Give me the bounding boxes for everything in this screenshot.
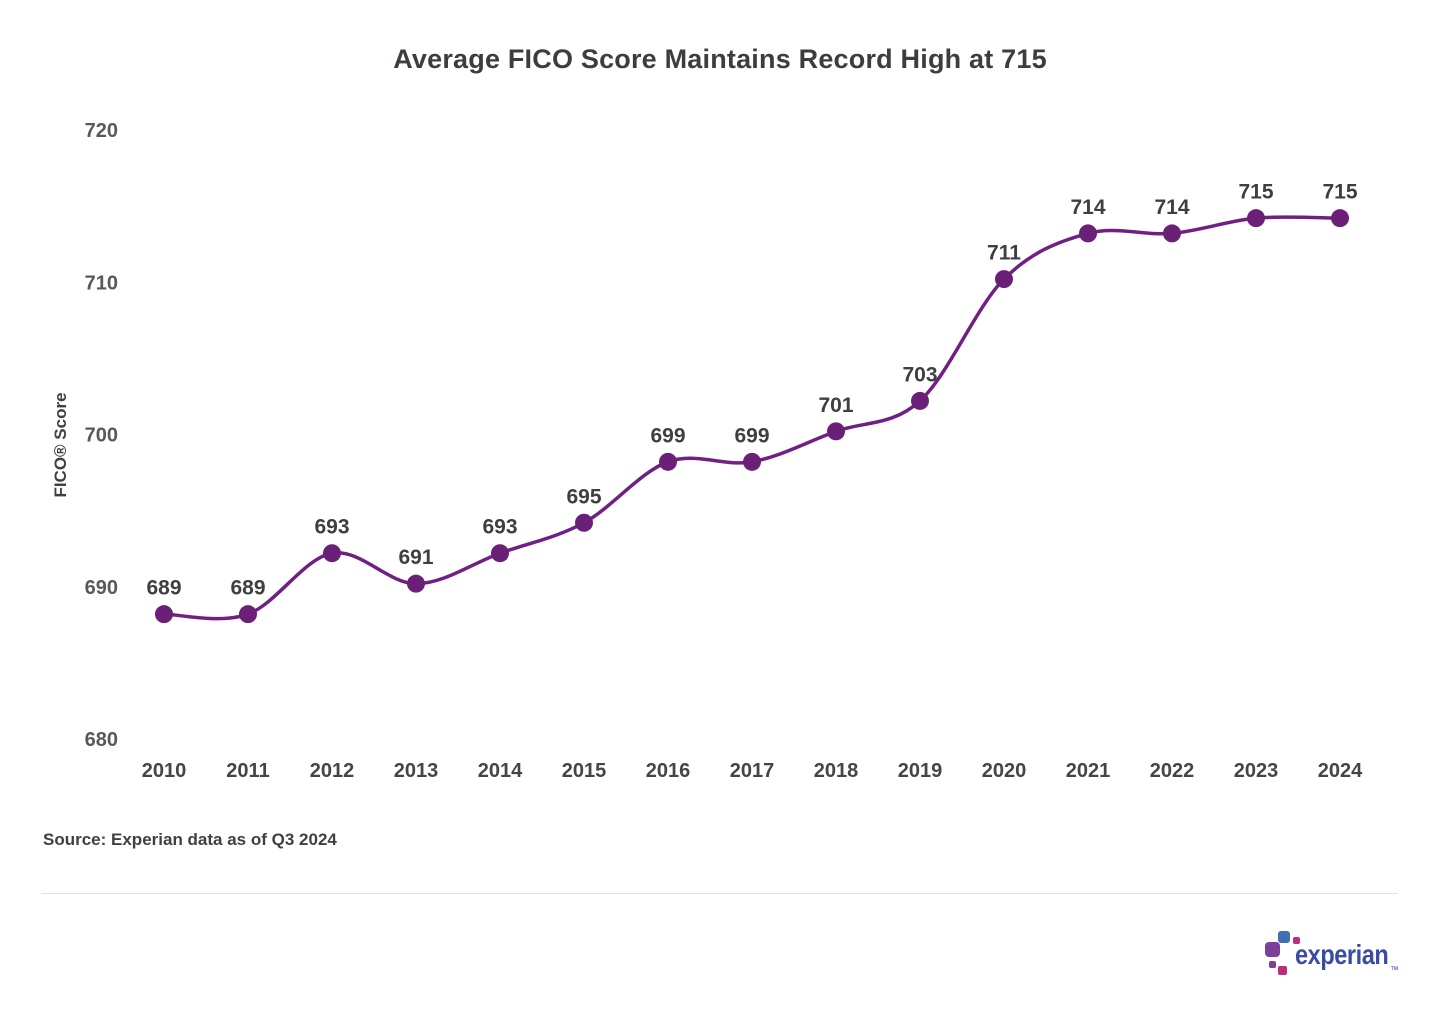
x-axis-tick-label: 2022 [1150, 760, 1195, 782]
data-point [239, 605, 257, 624]
data-point [407, 574, 425, 593]
data-point [1331, 209, 1349, 228]
data-point [659, 452, 677, 471]
logo-square-purple-large-icon [1265, 942, 1280, 957]
data-point [995, 270, 1013, 289]
data-point-label: 691 [398, 546, 433, 569]
data-point-label: 689 [230, 577, 265, 600]
data-point-label: 693 [482, 516, 517, 539]
data-point [575, 513, 593, 532]
data-point [911, 391, 929, 410]
y-axis-tick-label: 680 [85, 729, 118, 751]
x-axis-tick-label: 2014 [478, 760, 523, 782]
data-point [491, 544, 509, 563]
data-point-label: 689 [146, 577, 181, 600]
x-axis-tick-label: 2021 [1066, 760, 1111, 782]
x-axis-tick-label: 2019 [898, 760, 943, 782]
data-point-label: 715 [1322, 181, 1357, 204]
data-point [827, 422, 845, 441]
logo-square-purple-small-icon [1269, 961, 1276, 968]
x-axis-tick-label: 2018 [814, 760, 859, 782]
line-series [162, 215, 1342, 621]
data-point-label: 699 [734, 424, 769, 447]
data-point [155, 605, 173, 624]
data-point-label: 693 [314, 516, 349, 539]
logo-square-magenta-medium-icon [1278, 966, 1287, 975]
x-axis-tick-label: 2011 [226, 760, 269, 782]
source-note: Source: Experian data as of Q3 2024 [43, 830, 337, 849]
x-axis-tick-label: 2012 [310, 760, 355, 782]
y-axis-tick-label: 690 [85, 577, 118, 599]
data-point [323, 544, 341, 563]
data-point [1163, 224, 1181, 243]
x-axis-tick-label: 2024 [1318, 760, 1363, 782]
logo-square-blue-icon [1278, 931, 1290, 943]
x-axis-tick-label: 2016 [646, 760, 691, 782]
y-axis-tick-label: 720 [85, 120, 118, 142]
data-point-label: 711 [987, 242, 1021, 265]
data-point-label: 714 [1070, 196, 1105, 219]
x-axis-tick-label: 2013 [394, 760, 439, 782]
data-point-label: 715 [1238, 181, 1273, 204]
data-point [1079, 224, 1097, 243]
data-point-label: 695 [566, 485, 601, 508]
logo-trademark: ™ [1390, 965, 1399, 976]
footer-divider [41, 893, 1398, 894]
x-axis-tick-label: 2015 [562, 760, 607, 782]
experian-logo: experian™ [1264, 926, 1404, 981]
chart-title: Average FICO Score Maintains Record High… [393, 44, 1047, 74]
x-axis-tick-label: 2020 [982, 760, 1027, 782]
x-axis-tick-label: 2017 [730, 760, 775, 782]
data-point-label: 703 [902, 363, 937, 386]
logo-wordmark: experian™ [1295, 939, 1399, 976]
data-point-label: 699 [650, 424, 685, 447]
logo-square-magenta-small-icon [1293, 937, 1300, 944]
y-axis-tick-label: 710 [85, 272, 118, 294]
data-point-label: 714 [1154, 196, 1189, 219]
x-axis-tick-label: 2023 [1234, 760, 1279, 782]
y-axis-tick-label: 700 [85, 425, 118, 447]
data-point [1247, 209, 1265, 228]
data-point [743, 452, 761, 471]
x-axis-tick-label: 2010 [142, 760, 187, 782]
data-point-label: 701 [818, 394, 853, 417]
